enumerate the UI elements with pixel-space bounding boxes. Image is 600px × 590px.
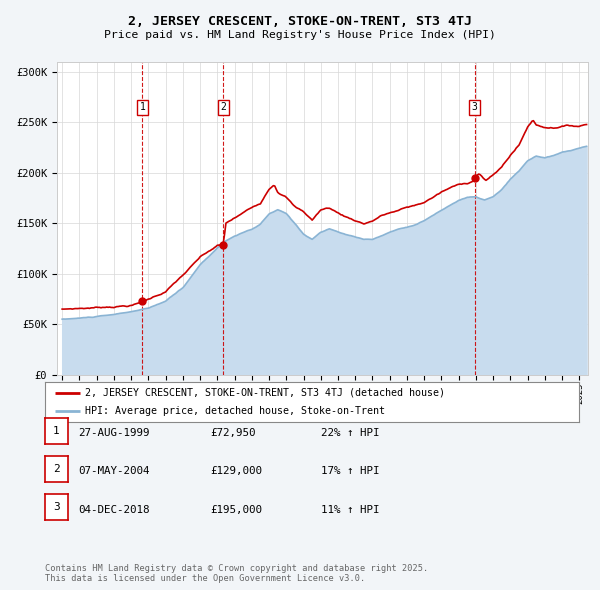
- Text: Contains HM Land Registry data © Crown copyright and database right 2025.
This d: Contains HM Land Registry data © Crown c…: [45, 563, 428, 583]
- Text: 3: 3: [53, 502, 60, 512]
- Text: 17% ↑ HPI: 17% ↑ HPI: [321, 466, 380, 476]
- Text: 07-MAY-2004: 07-MAY-2004: [78, 466, 149, 476]
- Text: 27-AUG-1999: 27-AUG-1999: [78, 428, 149, 438]
- Text: 1: 1: [139, 102, 145, 112]
- Text: 1: 1: [53, 425, 60, 435]
- Text: 11% ↑ HPI: 11% ↑ HPI: [321, 504, 380, 514]
- Text: £195,000: £195,000: [210, 504, 262, 514]
- Text: HPI: Average price, detached house, Stoke-on-Trent: HPI: Average price, detached house, Stok…: [85, 407, 385, 417]
- Text: 2: 2: [53, 464, 60, 474]
- Text: 2, JERSEY CRESCENT, STOKE-ON-TRENT, ST3 4TJ (detached house): 2, JERSEY CRESCENT, STOKE-ON-TRENT, ST3 …: [85, 388, 445, 398]
- Text: 2: 2: [220, 102, 226, 112]
- Text: 2, JERSEY CRESCENT, STOKE-ON-TRENT, ST3 4TJ: 2, JERSEY CRESCENT, STOKE-ON-TRENT, ST3 …: [128, 15, 472, 28]
- Text: £72,950: £72,950: [210, 428, 256, 438]
- Text: 3: 3: [472, 102, 478, 112]
- Text: Price paid vs. HM Land Registry's House Price Index (HPI): Price paid vs. HM Land Registry's House …: [104, 30, 496, 40]
- Text: 22% ↑ HPI: 22% ↑ HPI: [321, 428, 380, 438]
- Text: £129,000: £129,000: [210, 466, 262, 476]
- Text: 04-DEC-2018: 04-DEC-2018: [78, 504, 149, 514]
